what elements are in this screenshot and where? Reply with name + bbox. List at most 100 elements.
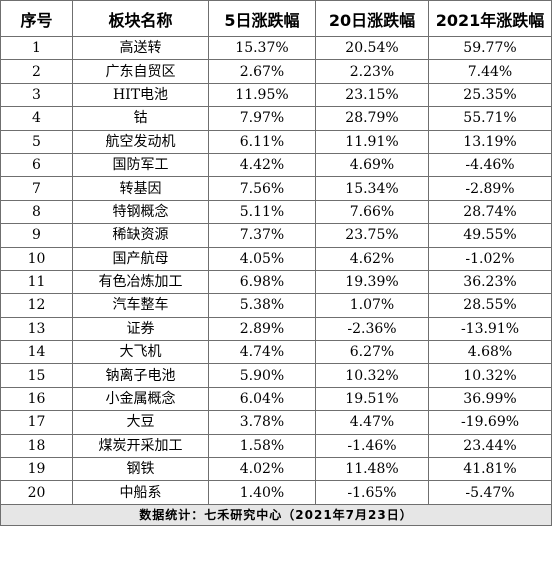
table-row: 11 有色冶炼加工 6.98% 19.39% 36.23% [0, 269, 552, 295]
cell-5day-change: 4.02% [208, 457, 316, 482]
cell-sector-name: 钴 [72, 106, 209, 131]
cell-20day-change: 28.79% [315, 106, 429, 131]
sector-performance-table: 序号 板块名称 5日涨跌幅 20日涨跌幅 2021年涨跌幅 1 高送转 15.37%… [0, 0, 552, 526]
table-row: 7 转基因 7.56% 15.34% -2.89% [0, 176, 552, 201]
cell-2021-change: 7.44% [428, 59, 552, 84]
cell-20day-change: 4.62% [315, 246, 429, 271]
table-row: 1 高送转 15.37% 20.54% 59.77% [0, 35, 552, 61]
cell-sector-name: 大豆 [72, 410, 209, 435]
cell-sector-name: 小金属概念 [72, 386, 209, 412]
cell-sector-name: 煤炭开采加工 [72, 433, 209, 459]
cell-sector-name: 稀缺资源 [72, 223, 209, 248]
cell-20day-change: 1.07% [315, 293, 429, 318]
cell-5day-change: 5.38% [208, 293, 316, 318]
table-row: 10 国产航母 4.05% 4.62% -1.02% [0, 246, 552, 271]
table-row: 3 HIT电池 11.95% 23.15% 25.35% [0, 82, 552, 108]
table-row: 20 中船系 1.40% -1.65% -5.47% [0, 480, 552, 505]
cell-sector-name: 国防军工 [72, 152, 209, 178]
table-row: 6 国防军工 4.42% 4.69% -4.46% [0, 152, 552, 178]
cell-5day-change: 5.90% [208, 363, 316, 388]
cell-5day-change: 7.37% [208, 223, 316, 248]
cell-5day-change: 3.78% [208, 410, 316, 435]
cell-index: 16 [0, 386, 73, 412]
cell-index: 17 [0, 410, 73, 435]
cell-2021-change: 4.68% [428, 340, 552, 365]
cell-sector-name: HIT电池 [72, 82, 209, 108]
table-row: 16 小金属概念 6.04% 19.51% 36.99% [0, 386, 552, 412]
footer-row: 数据统计：七禾研究中心（2021年7月23日） [0, 503, 552, 526]
cell-5day-change: 7.97% [208, 106, 316, 131]
cell-index: 18 [0, 433, 73, 459]
cell-20day-change: -1.46% [315, 433, 429, 459]
table-row: 2 广东自贸区 2.67% 2.23% 7.44% [0, 59, 552, 84]
table-row: 4 钴 7.97% 28.79% 55.71% [0, 106, 552, 131]
cell-20day-change: -1.65% [315, 480, 429, 505]
cell-index: 1 [0, 35, 73, 61]
cell-index: 5 [0, 129, 73, 154]
header-row: 序号 板块名称 5日涨跌幅 20日涨跌幅 2021年涨跌幅 [0, 0, 552, 37]
table-row: 12 汽车整车 5.38% 1.07% 28.55% [0, 293, 552, 318]
cell-20day-change: 2.23% [315, 59, 429, 84]
cell-index: 14 [0, 340, 73, 365]
cell-index: 11 [0, 269, 73, 295]
table-body: 1 高送转 15.37% 20.54% 59.77% 2 广东自贸区 2.67% 2.23% 7.… [0, 35, 552, 505]
cell-5day-change: 4.74% [208, 340, 316, 365]
cell-20day-change: 15.34% [315, 176, 429, 201]
cell-5day-change: 2.67% [208, 59, 316, 84]
table-header: 序号 板块名称 5日涨跌幅 20日涨跌幅 2021年涨跌幅 [0, 0, 552, 37]
cell-5day-change: 4.42% [208, 152, 316, 178]
cell-20day-change: 10.32% [315, 363, 429, 388]
cell-2021-change: 41.81% [428, 457, 552, 482]
cell-2021-change: -4.46% [428, 152, 552, 178]
table-row: 19 钢铁 4.02% 11.48% 41.81% [0, 457, 552, 482]
cell-20day-change: 4.69% [315, 152, 429, 178]
cell-2021-change: 23.44% [428, 433, 552, 459]
cell-2021-change: -19.69% [428, 410, 552, 435]
table-row: 8 特钢概念 5.11% 7.66% 28.74% [0, 199, 552, 225]
cell-index: 10 [0, 246, 73, 271]
cell-20day-change: 20.54% [315, 35, 429, 61]
cell-5day-change: 11.95% [208, 82, 316, 108]
cell-index: 12 [0, 293, 73, 318]
table-row: 15 钠离子电池 5.90% 10.32% 10.32% [0, 363, 552, 388]
cell-sector-name: 特钢概念 [72, 199, 209, 225]
cell-20day-change: 11.48% [315, 457, 429, 482]
cell-2021-change: -2.89% [428, 176, 552, 201]
cell-2021-change: -1.02% [428, 246, 552, 271]
cell-2021-change: 25.35% [428, 82, 552, 108]
header-5day-change: 5日涨跌幅 [208, 0, 316, 37]
cell-2021-change: 36.23% [428, 269, 552, 295]
cell-sector-name: 汽车整车 [72, 293, 209, 318]
cell-20day-change: 7.66% [315, 199, 429, 225]
cell-20day-change: 23.75% [315, 223, 429, 248]
cell-index: 6 [0, 152, 73, 178]
cell-2021-change: -5.47% [428, 480, 552, 505]
cell-2021-change: 36.99% [428, 386, 552, 412]
cell-5day-change: 1.40% [208, 480, 316, 505]
cell-index: 4 [0, 106, 73, 131]
cell-2021-change: 28.74% [428, 199, 552, 225]
cell-index: 8 [0, 199, 73, 225]
header-2021-change: 2021年涨跌幅 [428, 0, 552, 37]
cell-index: 13 [0, 316, 73, 342]
table-row: 14 大飞机 4.74% 6.27% 4.68% [0, 340, 552, 365]
cell-5day-change: 15.37% [208, 35, 316, 61]
cell-sector-name: 大飞机 [72, 340, 209, 365]
cell-index: 9 [0, 223, 73, 248]
cell-sector-name: 证券 [72, 316, 209, 342]
cell-sector-name: 有色冶炼加工 [72, 269, 209, 295]
cell-20day-change: 19.39% [315, 269, 429, 295]
cell-5day-change: 6.04% [208, 386, 316, 412]
cell-sector-name: 国产航母 [72, 246, 209, 271]
cell-index: 7 [0, 176, 73, 201]
cell-index: 2 [0, 59, 73, 84]
table-row: 18 煤炭开采加工 1.58% -1.46% 23.44% [0, 433, 552, 459]
cell-5day-change: 7.56% [208, 176, 316, 201]
cell-sector-name: 高送转 [72, 35, 209, 61]
sector-performance-table-wrapper: 序号 板块名称 5日涨跌幅 20日涨跌幅 2021年涨跌幅 1 高送转 15.37%… [0, 0, 552, 526]
cell-2021-change: 28.55% [428, 293, 552, 318]
cell-5day-change: 6.98% [208, 269, 316, 295]
cell-sector-name: 航空发动机 [72, 129, 209, 154]
cell-2021-change: 49.55% [428, 223, 552, 248]
table-row: 9 稀缺资源 7.37% 23.75% 49.55% [0, 223, 552, 248]
